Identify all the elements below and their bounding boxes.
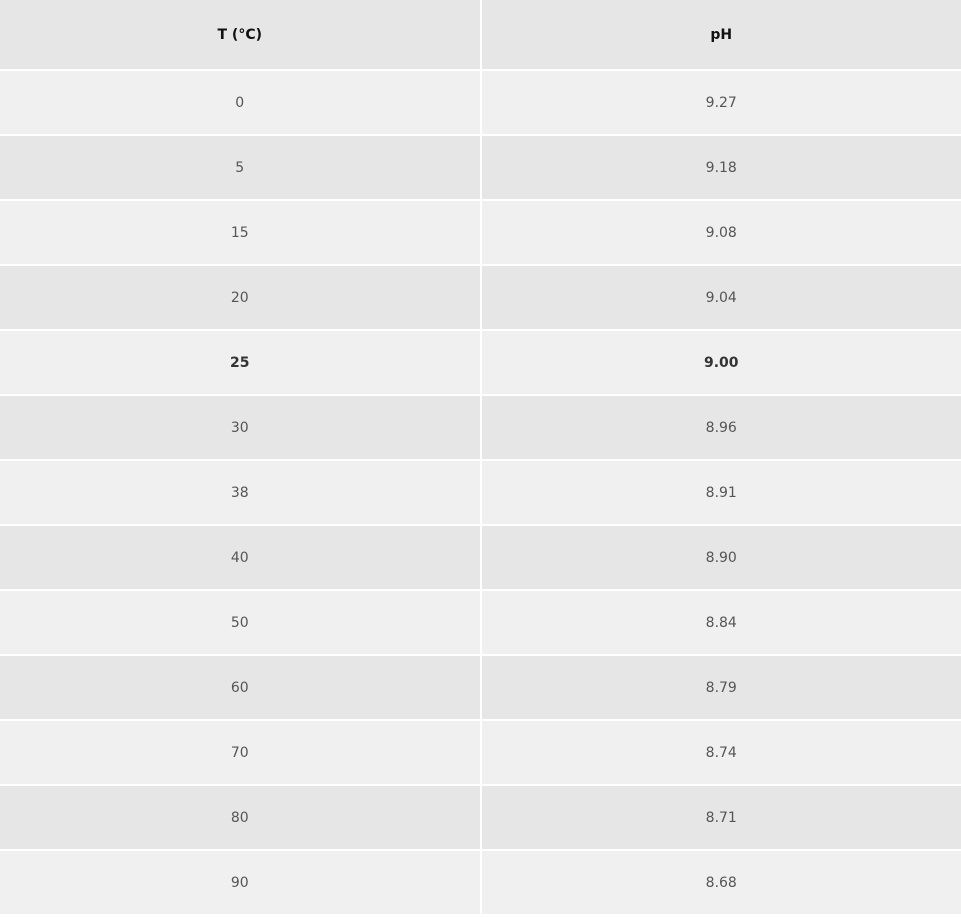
- table-row: 15 9.08: [0, 201, 961, 264]
- cell-ph: 8.91: [481, 461, 961, 524]
- table-row: 90 8.68: [0, 851, 961, 914]
- cell-ph: 8.79: [481, 656, 961, 719]
- cell-ph: 9.18: [481, 136, 961, 199]
- cell-temperature: 60: [0, 656, 480, 719]
- table-row: 30 8.96: [0, 396, 961, 459]
- cell-temperature: 0: [0, 71, 480, 134]
- cell-temperature: 15: [0, 201, 480, 264]
- cell-ph: 8.84: [481, 591, 961, 654]
- header-temperature: T (°C): [0, 0, 480, 69]
- table-row: 25 9.00: [0, 331, 961, 394]
- table-row: 5 9.18: [0, 136, 961, 199]
- header-ph: pH: [481, 0, 961, 69]
- cell-ph: 8.71: [481, 786, 961, 849]
- table-row: 80 8.71: [0, 786, 961, 849]
- cell-ph: 8.90: [481, 526, 961, 589]
- cell-ph: 8.74: [481, 721, 961, 784]
- cell-ph: 8.68: [481, 851, 961, 914]
- cell-temperature: 25: [0, 331, 480, 394]
- table-header-row: T (°C) pH: [0, 0, 961, 69]
- cell-temperature: 30: [0, 396, 480, 459]
- cell-ph: 9.00: [481, 331, 961, 394]
- cell-temperature: 70: [0, 721, 480, 784]
- table-row: 0 9.27: [0, 71, 961, 134]
- cell-temperature: 5: [0, 136, 480, 199]
- table-row: 60 8.79: [0, 656, 961, 719]
- cell-temperature: 80: [0, 786, 480, 849]
- cell-temperature: 40: [0, 526, 480, 589]
- cell-ph: 8.96: [481, 396, 961, 459]
- cell-temperature: 90: [0, 851, 480, 914]
- cell-temperature: 50: [0, 591, 480, 654]
- table-row: 70 8.74: [0, 721, 961, 784]
- cell-temperature: 20: [0, 266, 480, 329]
- table-row: 40 8.90: [0, 526, 961, 589]
- cell-ph: 9.04: [481, 266, 961, 329]
- cell-ph: 9.08: [481, 201, 961, 264]
- table-row: 50 8.84: [0, 591, 961, 654]
- table-row: 38 8.91: [0, 461, 961, 524]
- table-row: 20 9.04: [0, 266, 961, 329]
- cell-ph: 9.27: [481, 71, 961, 134]
- cell-temperature: 38: [0, 461, 480, 524]
